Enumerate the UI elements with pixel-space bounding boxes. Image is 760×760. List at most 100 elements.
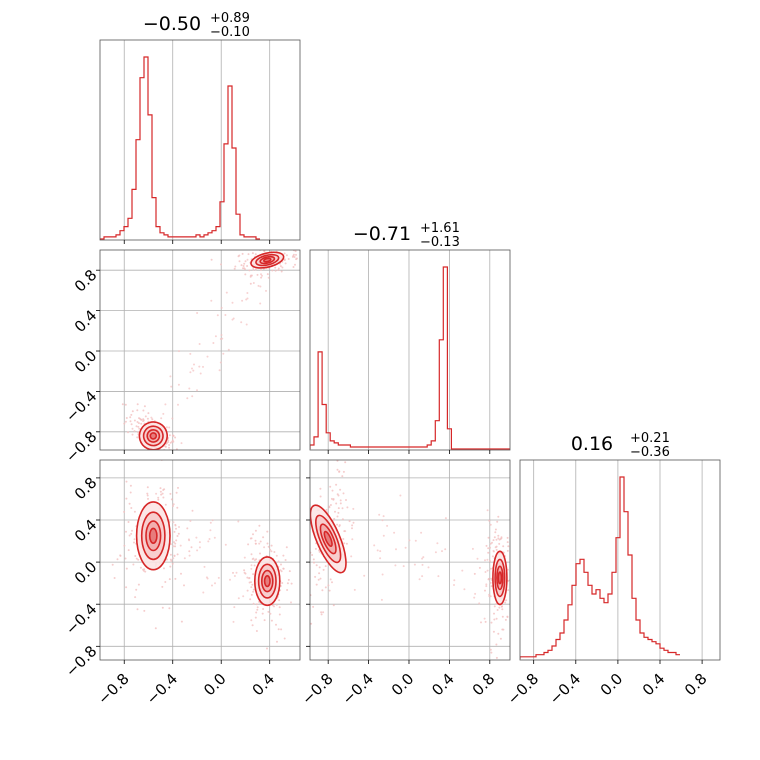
- scatter-point: [250, 274, 253, 277]
- scatter-point: [489, 581, 492, 584]
- contour-1-3: [263, 574, 271, 588]
- panel-0-0: −0.50 +0.89−0.10: [99, 11, 301, 244]
- scatter-point: [178, 455, 180, 457]
- scatter-point: [160, 417, 163, 420]
- scatter-point: [498, 538, 501, 541]
- scatter-point: [159, 487, 162, 490]
- panel-content: [111, 458, 293, 650]
- scatter-point: [172, 557, 175, 560]
- scatter-point: [284, 262, 287, 265]
- scatter-point: [133, 419, 136, 422]
- scatter-point: [373, 544, 376, 547]
- scatter-point: [262, 536, 265, 539]
- scatter-point: [233, 267, 236, 270]
- scatter-point: [511, 598, 513, 600]
- scatter-point: [164, 403, 167, 406]
- scatter-point: [170, 455, 172, 457]
- scatter-point: [250, 619, 253, 622]
- x-tick-label: 0.4: [639, 670, 669, 700]
- panel-2-1: −0.8 −0.4 0.0 0.4 0.8: [298, 459, 513, 708]
- scatter-point: [330, 497, 333, 500]
- scatter-point: [339, 499, 342, 502]
- scatter-point: [246, 265, 249, 267]
- scatter-point: [490, 651, 493, 654]
- scatter-point: [281, 582, 284, 584]
- scatter-point: [404, 546, 407, 549]
- scatter-point: [179, 544, 182, 547]
- scatter-point: [195, 536, 198, 539]
- scatter-point: [260, 276, 263, 279]
- scatter-point: [131, 529, 133, 532]
- scatter-point: [119, 554, 122, 557]
- scatter-point: [506, 541, 509, 544]
- scatter-point: [129, 484, 132, 487]
- scatter-point: [496, 609, 499, 611]
- scatter-point: [233, 606, 236, 609]
- scatter-point: [337, 494, 340, 497]
- scatter-point: [279, 243, 281, 245]
- scatter-point: [485, 544, 488, 547]
- scatter-point: [246, 589, 249, 592]
- scatter-point: [497, 537, 500, 540]
- scatter-point: [292, 266, 295, 268]
- scatter-point: [318, 566, 321, 569]
- scatter-point: [259, 540, 262, 543]
- scatter-point: [260, 273, 262, 276]
- scatter-point: [163, 455, 165, 457]
- scatter-point: [437, 575, 440, 578]
- scatter-point: [284, 559, 287, 561]
- scatter-point: [254, 268, 257, 271]
- scatter-point: [216, 314, 219, 317]
- scatter-point: [190, 546, 193, 549]
- scatter-point: [302, 271, 304, 273]
- scatter-point: [137, 583, 140, 586]
- scatter-point: [471, 547, 474, 550]
- scatter-point: [164, 581, 167, 583]
- scatter-point: [492, 549, 495, 552]
- scatter-point: [352, 521, 355, 524]
- scatter-point: [170, 498, 173, 501]
- scatter-point: [420, 531, 423, 534]
- scatter-point: [485, 585, 488, 588]
- scatter-point: [172, 456, 174, 458]
- scatter-point: [255, 603, 258, 606]
- scatter-point: [172, 521, 175, 524]
- scatter-point: [324, 565, 327, 568]
- scatter-point: [399, 494, 402, 497]
- scatter-point: [250, 567, 253, 570]
- panel-1-0: −0.8−0.40.00.40.8: [62, 243, 304, 466]
- grid-lines: [123, 40, 271, 240]
- scatter-point: [146, 494, 149, 497]
- scatter-point: [137, 425, 140, 428]
- scatter-point: [265, 245, 267, 247]
- scatter-point: [489, 523, 492, 526]
- scatter-point: [125, 497, 128, 500]
- scatter-point: [136, 608, 139, 611]
- scatter-point: [161, 492, 164, 495]
- scatter-point: [351, 527, 353, 530]
- scatter-point: [153, 458, 155, 460]
- scatter-points: [111, 458, 293, 650]
- scatter-point: [183, 557, 186, 560]
- scatter-point: [133, 510, 136, 513]
- panel-content: [520, 476, 680, 659]
- scatter-point: [259, 285, 262, 288]
- scatter-point: [478, 566, 481, 569]
- scatter-point: [168, 434, 171, 437]
- scatter-point: [494, 528, 497, 531]
- scatter-point: [421, 563, 424, 566]
- scatter-point: [214, 335, 217, 338]
- scatter-point: [305, 536, 307, 538]
- scatter-point: [246, 576, 249, 579]
- scatter-point: [188, 554, 191, 557]
- scatter-point: [265, 289, 267, 292]
- scatter-point: [130, 423, 133, 426]
- scatter-point: [510, 597, 512, 599]
- panel-content: [305, 460, 513, 659]
- scatter-point: [271, 244, 273, 246]
- scatter-point: [247, 253, 250, 256]
- histogram-0: [100, 56, 260, 240]
- scatter-point: [234, 265, 237, 268]
- scatter-point: [173, 541, 175, 544]
